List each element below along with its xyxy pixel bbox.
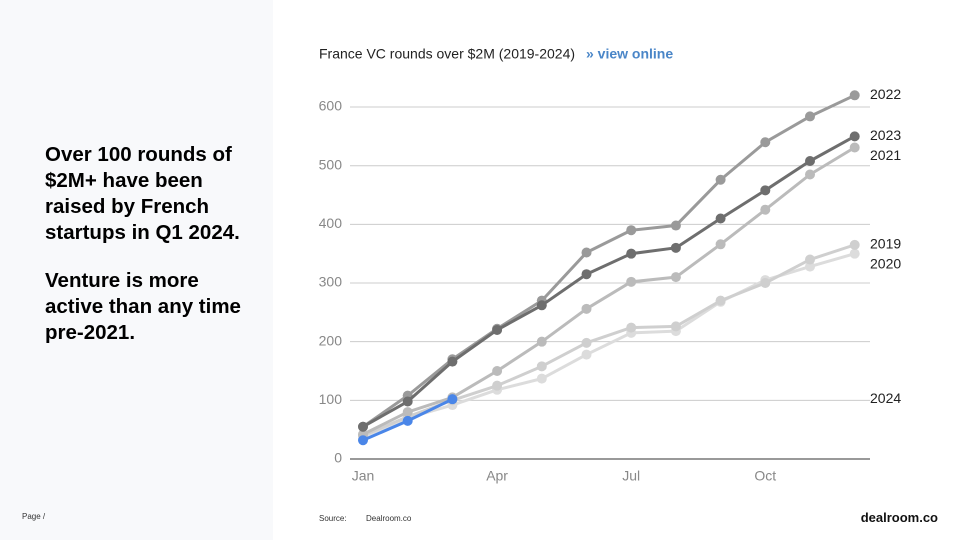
x-tick-label: Jan: [352, 468, 375, 484]
data-point: [358, 421, 368, 432]
y-tick-label: 500: [319, 156, 343, 172]
data-point: [670, 242, 681, 253]
source: Dealroom.co: [366, 514, 412, 523]
series-label: 2023: [870, 127, 901, 143]
page-number: Page /: [22, 512, 46, 521]
data-point: [805, 169, 815, 180]
y-tick-label: 0: [334, 450, 342, 466]
series-line: [362, 146, 856, 436]
data-point: [760, 278, 771, 289]
chart-title: France VC rounds over $2M (2019-2024): [319, 46, 575, 62]
data-point: [581, 269, 592, 280]
data-point: [849, 239, 860, 250]
data-point: [805, 156, 815, 167]
y-tick-label: 400: [319, 215, 343, 231]
data-point: [447, 356, 458, 367]
data-point: [849, 142, 860, 153]
panel-text: Over 100 rounds of $2M+ have been raised…: [45, 142, 250, 368]
data-point: [715, 295, 726, 306]
y-tick-label: 200: [319, 332, 343, 348]
logo: dealroom.co: [860, 510, 938, 525]
data-point: [805, 254, 815, 265]
series-line: [362, 93, 856, 428]
data-point: [715, 213, 726, 224]
series-label: 2021: [870, 147, 901, 163]
data-point: [536, 361, 547, 372]
data-point: [402, 407, 413, 418]
data-point: [760, 185, 771, 196]
data-point: [402, 415, 413, 426]
x-tick-label: Apr: [486, 468, 508, 484]
data-point: [492, 324, 503, 335]
data-point: [536, 300, 547, 311]
data-point: [805, 111, 815, 122]
data-point: [626, 225, 637, 236]
data-point: [760, 204, 771, 215]
series-label: 2022: [870, 86, 901, 102]
data-point: [536, 373, 547, 384]
text-panel: Over 100 rounds of $2M+ have been raised…: [0, 0, 273, 540]
data-point: [447, 394, 458, 405]
series-label: 2024: [870, 390, 901, 406]
source-label: Source:: [319, 514, 347, 523]
y-tick-label: 600: [319, 98, 343, 114]
series-line: [362, 135, 856, 429]
data-point: [626, 276, 637, 287]
data-point: [581, 337, 592, 348]
data-point: [670, 321, 681, 332]
data-point: [805, 261, 815, 272]
series-line: [362, 252, 856, 439]
data-point: [670, 272, 681, 283]
series-label: 2020: [870, 256, 901, 272]
paragraph: Venture is more active than any time pre…: [45, 269, 241, 344]
data-point: [849, 248, 860, 259]
data-point: [492, 366, 503, 377]
data-point: [581, 247, 592, 258]
data-point: [849, 131, 860, 142]
x-tick-label: Oct: [754, 468, 776, 484]
data-point: [626, 248, 637, 259]
data-point: [402, 396, 413, 407]
view-online-link[interactable]: » view online: [586, 46, 673, 62]
data-point: [626, 322, 637, 333]
data-point: [670, 220, 681, 231]
series-label: 2019: [870, 236, 901, 252]
data-point: [849, 90, 860, 101]
data-point: [358, 435, 368, 446]
y-tick-label: 300: [319, 274, 343, 290]
data-point: [715, 239, 726, 250]
paragraph: Over 100 rounds of $2M+ have been raised…: [45, 143, 240, 244]
data-point: [581, 303, 592, 314]
data-point: [715, 174, 726, 185]
data-point: [581, 349, 592, 360]
data-point: [536, 336, 547, 347]
data-point: [492, 380, 503, 391]
y-tick-label: 100: [319, 391, 343, 407]
x-tick-label: Jul: [622, 468, 640, 484]
data-point: [760, 137, 771, 148]
